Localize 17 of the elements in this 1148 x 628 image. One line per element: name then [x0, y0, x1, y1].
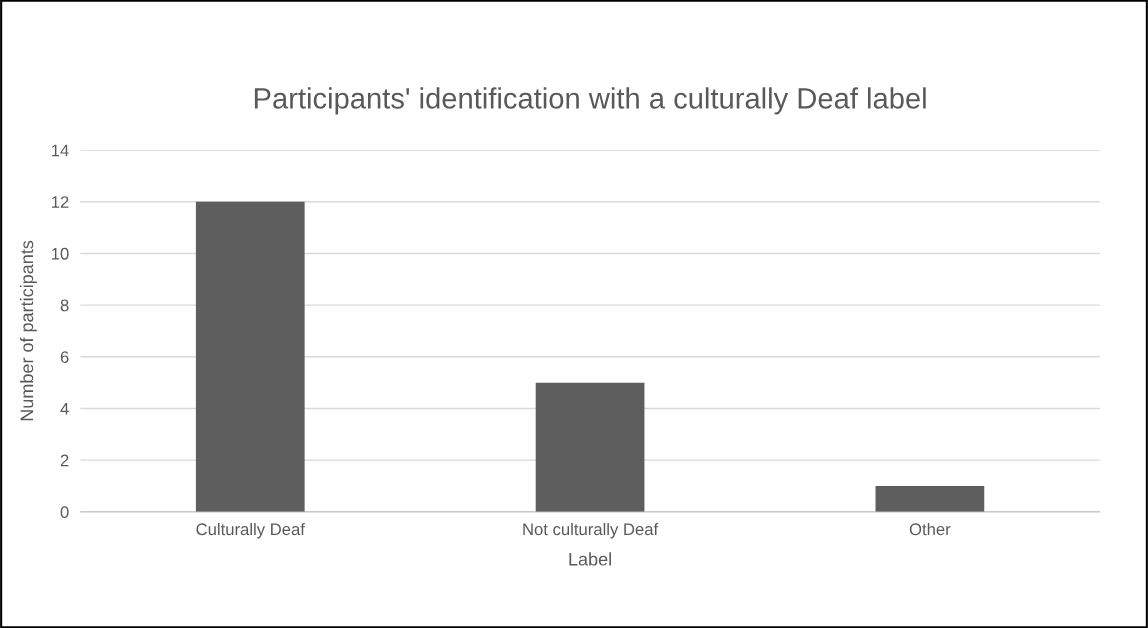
chart-title: Participants' identification with a culturally Deaf label: [254, 87, 926, 115]
y-tick-label: 6: [60, 351, 69, 363]
y-tick-label: 8: [60, 299, 69, 312]
y-tick-label: 10: [51, 247, 69, 260]
x-tick-label: Culturally Deaf: [196, 522, 305, 539]
x-tick-label: Not culturally Deaf: [523, 522, 659, 539]
bar: [535, 382, 645, 512]
bar: [875, 485, 985, 512]
y-axis-title: Number of participants: [19, 240, 37, 421]
y-tick-label: 4: [60, 403, 69, 415]
x-tick-label: Other: [909, 522, 951, 536]
y-tick-label: 2: [60, 454, 69, 467]
y-tick-label: 0: [60, 506, 69, 519]
y-tick-label: 12: [51, 196, 69, 208]
bar: [195, 201, 305, 512]
x-axis-title: Label: [569, 552, 611, 566]
y-tick-label: 14: [51, 144, 69, 157]
